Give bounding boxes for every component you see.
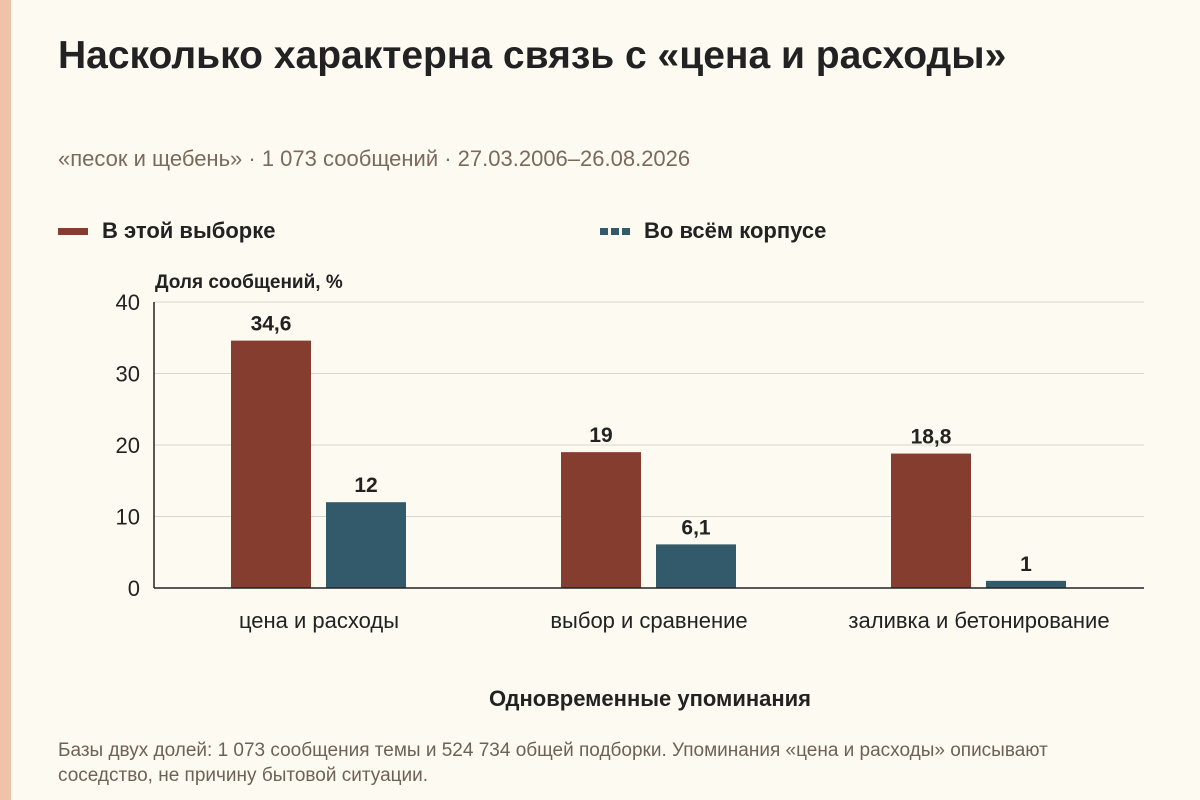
- legend-label-corpus: Во всём корпусе: [644, 218, 827, 243]
- bar: [231, 340, 311, 588]
- y-tick-label: 10: [116, 505, 140, 530]
- x-tick-label: выбор и сравнение: [550, 608, 747, 633]
- data-label: 34,6: [251, 313, 292, 336]
- bar: [891, 453, 971, 588]
- legend-swatch-sample: [58, 227, 88, 235]
- data-label: 1: [1020, 553, 1032, 576]
- y-tick-label: 20: [116, 433, 140, 458]
- y-tick-label: 40: [116, 290, 140, 315]
- chart-title: Насколько характерна связь с «цена и рас…: [58, 34, 1007, 77]
- legend-item-corpus: Во всём корпусе: [600, 218, 826, 244]
- legend-item-sample: В этой выборке: [58, 218, 275, 244]
- bar: [656, 544, 736, 588]
- legend-swatch-corpus: [600, 227, 630, 235]
- bar: [326, 502, 406, 588]
- data-label: 12: [354, 474, 377, 497]
- bar: [561, 452, 641, 588]
- y-tick-label: 0: [128, 576, 140, 601]
- data-label: 6,1: [681, 516, 711, 539]
- data-label: 19: [589, 424, 612, 447]
- x-tick-label: заливка и бетонирование: [848, 608, 1109, 633]
- footnote: Базы двух долей: 1 073 сообщения темы и …: [58, 740, 1048, 786]
- y-tick-label: 30: [116, 362, 140, 387]
- legend-label-sample: В этой выборке: [102, 218, 276, 243]
- bar: [986, 580, 1066, 588]
- side-accent-bar: [0, 0, 11, 800]
- x-axis-title: Одновременные упоминания: [488, 686, 812, 711]
- y-axis-label: Доля сообщений, %: [155, 272, 343, 293]
- data-label: 18,8: [911, 426, 952, 449]
- chart-subtitle: «песок и щебень» · 1 073 сообщений · 27.…: [58, 146, 691, 171]
- x-tick-label: цена и расходы: [239, 608, 399, 633]
